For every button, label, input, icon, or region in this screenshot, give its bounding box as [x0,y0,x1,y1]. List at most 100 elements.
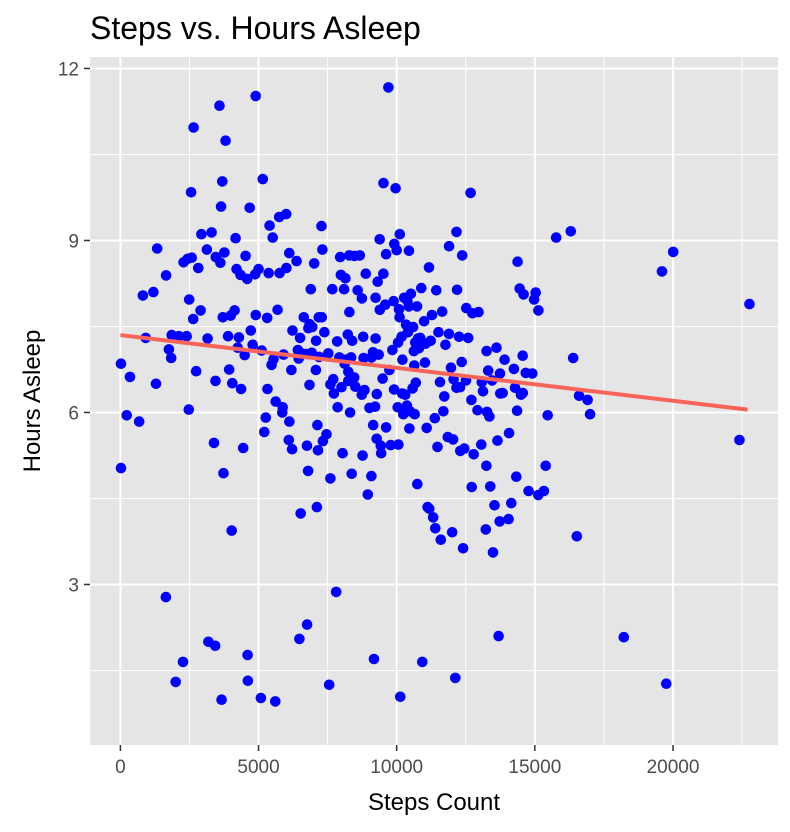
data-point [344,407,356,418]
data-point [334,251,346,263]
data-point [374,234,386,245]
data-point [239,349,250,361]
data-point [380,422,392,433]
data-point [370,333,381,344]
data-point [330,586,342,598]
data-point [503,513,514,525]
data-point [160,270,172,281]
data-point [509,382,521,394]
data-point [263,267,275,279]
data-point [367,419,379,431]
data-point [391,244,403,256]
data-point [482,365,494,376]
data-point [240,250,251,262]
y-tick-label: 3 [68,575,79,596]
data-point [325,473,336,484]
data-point [260,412,272,423]
data-point [340,273,351,284]
data-point [387,344,398,356]
data-point [477,386,489,397]
data-point [242,675,254,687]
data-point [206,227,217,238]
data-point [210,375,221,387]
data-point [229,305,240,316]
data-point [310,335,322,347]
data-point [291,255,302,267]
data-point [230,232,241,244]
data-point [417,656,428,668]
data-point [280,208,292,220]
data-point [336,381,347,393]
data-point [385,439,397,451]
data-point [250,90,261,102]
data-point [527,368,538,379]
data-point [321,429,332,440]
data-point [418,316,430,327]
data-point [160,591,172,603]
data-point [308,258,320,269]
data-point [371,388,383,400]
data-point [187,313,199,325]
data-point [137,290,149,301]
y-axis-title: Hours Asleep [19,330,46,473]
data-point [219,247,230,258]
data-point [493,630,504,642]
data-point [432,441,443,453]
data-point [245,325,257,336]
data-point [170,676,181,688]
data-point [301,619,313,630]
data-point [357,331,369,343]
data-point [215,257,226,269]
chart-title: Steps vs. Hours Asleep [90,10,421,46]
data-point [667,246,679,258]
data-point [267,232,279,243]
data-point [217,176,228,187]
data-point [511,471,522,483]
data-point [270,396,282,407]
data-point [268,353,279,365]
data-point [508,363,520,375]
data-point [517,387,529,399]
data-point [356,293,368,304]
data-point [393,439,404,450]
data-point [404,423,415,434]
data-point [542,410,553,421]
data-point [294,332,306,344]
data-point [465,187,476,199]
data-point [186,252,197,263]
data-point [734,434,745,446]
data-point [451,226,462,238]
data-point [223,364,235,375]
data-point [183,404,195,415]
data-point [151,243,163,254]
data-point [317,244,328,255]
data-point [311,501,323,513]
data-point [233,332,245,343]
data-point [328,388,340,399]
data-point [484,411,495,422]
data-point [407,321,419,333]
data-point [148,286,159,298]
axes: 0 5000 10000 15000 20000 3 6 9 12 [58,59,700,778]
data-point [399,389,411,401]
data-point [235,383,247,395]
data-point [573,390,585,402]
data-point [348,372,360,383]
data-point [466,481,478,493]
data-point [255,692,267,704]
data-point [332,402,344,413]
data-point [440,339,451,351]
major-gridlines [90,57,778,745]
data-point [377,373,388,384]
trend-line-group [120,333,748,412]
data-point [163,344,175,355]
data-point [378,268,389,280]
data-point [412,478,423,490]
data-point [429,412,441,424]
data-point [283,434,295,446]
data-point [434,376,446,388]
data-point [565,226,577,237]
data-point [264,220,275,231]
data-point [242,649,253,661]
